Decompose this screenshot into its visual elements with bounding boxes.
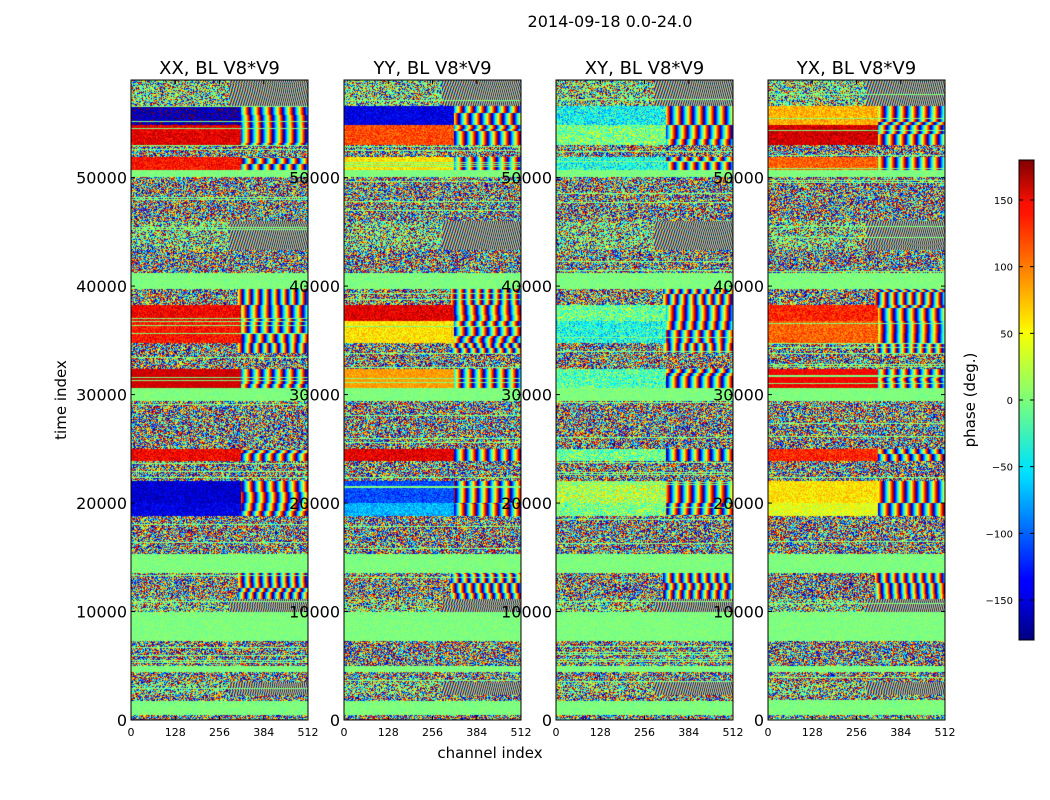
colorbar-tick-label: 100 [994,263,1013,274]
y-tick-label: 20000 [501,494,552,513]
colorbar-label: phase (deg.) [961,353,979,448]
x-tick-label: 128 [165,726,186,739]
figure-suptitle: 2014-09-18 0.0-24.0 [527,12,693,31]
heatmap-xy [556,80,733,720]
y-tick-label: 30000 [501,386,552,405]
heatmap-canvas-xx [131,80,308,720]
y-tick-label: 30000 [289,386,340,405]
y-tick-label: 10000 [289,603,340,622]
panel-title: XX, BL V8*V9 [159,58,280,79]
y-tick-label: 30000 [76,386,127,405]
y-tick-label: 0 [754,711,764,730]
panel-title: YY, BL V8*V9 [372,58,491,79]
y-tick-label: 10000 [501,603,552,622]
x-axis-label: channel index [437,744,542,762]
x-tick-label: 128 [590,726,611,739]
colorbar-tick-label: 0 [1007,396,1013,407]
heatmap-yy [344,80,521,720]
y-tick-label: 30000 [713,386,764,405]
x-tick-label: 0 [765,726,772,739]
x-tick-label: 0 [341,726,348,739]
heatmap-canvas-yy [344,80,521,720]
colorbar-tick-label: −100 [986,529,1013,540]
x-tick-label: 128 [378,726,399,739]
colorbar-tick-label: −50 [992,463,1013,474]
x-tick-label: 384 [678,726,699,739]
x-tick-label: 512 [298,726,319,739]
y-tick-label: 50000 [713,169,764,188]
x-tick-label: 384 [890,726,911,739]
y-tick-label: 50000 [76,169,127,188]
panel-title: YX, BL V8*V9 [796,58,916,79]
y-tick-label: 20000 [289,494,340,513]
y-tick-label: 40000 [501,277,552,296]
y-tick-label: 40000 [713,277,764,296]
y-axis-label: time index [52,360,70,440]
x-tick-label: 0 [128,726,135,739]
y-tick-label: 20000 [713,494,764,513]
heatmap-yx [768,80,945,720]
y-tick-label: 10000 [76,603,127,622]
y-tick-label: 0 [330,711,340,730]
y-tick-label: 0 [542,711,552,730]
heatmap-xx [131,80,308,720]
x-tick-label: 384 [466,726,487,739]
panel-xx: XX, BL V8*V9 0 128 256 384 512 0 10000 20000 3000… [76,58,318,739]
x-tick-label: 256 [846,726,867,739]
y-tick-label: 40000 [289,277,340,296]
x-tick-label: 256 [422,726,443,739]
panel-yx: YX, BL V8*V9 0 128 256 384 512 0 10000 20000 3000… [713,58,955,739]
heatmap-canvas-xy [556,80,733,720]
x-tick-label: 512 [935,726,956,739]
y-tick-label: 20000 [76,494,127,513]
x-tick-label: 512 [723,726,744,739]
x-tick-label: 128 [802,726,823,739]
y-tick-label: 50000 [501,169,552,188]
y-tick-label: 40000 [76,277,127,296]
x-tick-label: 512 [511,726,532,739]
panel-xy: XY, BL V8*V9 0 128 256 384 512 0 10000 20000 3000… [501,58,743,739]
colorbar-tick-label: −150 [986,596,1013,607]
colorbar: −150 −100 −50 0 50 100 150 phase (deg.) [961,159,1035,641]
colorbar-tick-label: 50 [1000,329,1013,340]
x-tick-label: 0 [553,726,560,739]
x-tick-label: 384 [253,726,274,739]
y-tick-label: 50000 [289,169,340,188]
panel-title: XY, BL V8*V9 [585,58,704,79]
x-tick-label: 256 [209,726,230,739]
panel-yy: YY, BL V8*V9 0 128 256 384 512 0 10000 20000 3000… [289,58,531,739]
heatmap-canvas-yx [768,80,945,720]
colorbar-tick-label: 150 [994,196,1013,207]
y-tick-label: 10000 [713,603,764,622]
y-tick-label: 0 [117,711,127,730]
x-tick-label: 256 [634,726,655,739]
